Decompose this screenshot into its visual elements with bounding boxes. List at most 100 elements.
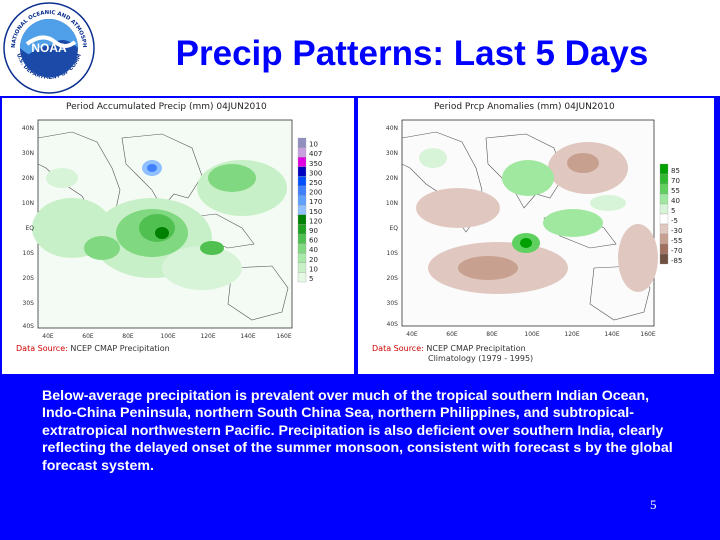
legend-label: 250 [309, 179, 322, 187]
legend-label: 60 [309, 237, 318, 245]
lat-label: 10S [387, 250, 399, 257]
legend-label: -30 [671, 227, 682, 235]
legend-label: 120 [309, 217, 322, 225]
legend-label: -55 [671, 237, 682, 245]
legend-swatch [297, 137, 307, 148]
lat-label: 30N [386, 150, 398, 157]
lon-label: 80E [486, 331, 498, 338]
lon-label: 60E [446, 331, 458, 338]
lat-label: 20N [22, 175, 34, 182]
map-right-figure: 40N 30N 20N 10N EQ 10S 20S 30S 40S 40E 6… [386, 119, 682, 338]
legend-swatch [297, 233, 307, 244]
legend-swatch [659, 253, 669, 265]
legend-swatch [297, 157, 307, 167]
legend-label: 10 [309, 141, 318, 149]
lon-label: 140E [604, 331, 619, 338]
slide-header: NATIONAL OCEANIC AND ATMOSPHERIC ADMINIS… [0, 0, 720, 96]
lat-label: 30S [387, 300, 399, 307]
legend-swatch [297, 185, 307, 196]
lat-label: EQ [389, 225, 398, 232]
lon-label: 40E [42, 333, 54, 340]
legend-swatch [659, 183, 669, 195]
lat-label: 30S [23, 300, 35, 307]
map-right-title: Period Prcp Anomalies (mm) 04JUN2010 [434, 102, 615, 112]
legend-label: 55 [671, 187, 680, 195]
lat-label: 20N [386, 175, 398, 182]
lon-label: 80E [122, 333, 134, 340]
lat-label: 40N [22, 125, 34, 132]
lat-label: 30N [22, 150, 34, 157]
legend-swatch [659, 243, 669, 255]
lat-label: 20S [23, 275, 35, 282]
legend-label: -70 [671, 247, 682, 255]
legend-swatch [297, 243, 307, 254]
map-left-figure: 40N 30N 20N 10N EQ 10S 20S 30S 40S 40E 6… [22, 119, 322, 340]
legend-label: 200 [309, 189, 322, 197]
legend-swatch [297, 214, 307, 225]
lon-label: 160E [276, 333, 291, 340]
legend-label: -5 [671, 217, 678, 225]
lon-label: 160E [640, 331, 655, 338]
legend-swatch [297, 272, 307, 283]
legend-swatch [297, 195, 307, 206]
lat-label: 10N [22, 200, 34, 207]
slide-description: Below-average precipitation is prevalent… [42, 388, 673, 474]
legend-label: -85 [671, 257, 682, 265]
legend-label: 150 [309, 208, 322, 216]
lon-label: 60E [82, 333, 94, 340]
lat-label: 40S [387, 321, 399, 328]
legend-swatch [297, 224, 307, 235]
legend-label: 170 [309, 198, 322, 206]
lon-label: 120E [200, 333, 215, 340]
legend-swatch [659, 213, 669, 225]
page-number: 5 [650, 497, 657, 512]
map-left-source-label: Data Source: [16, 344, 68, 353]
precip-anomaly-map: Period Prcp Anomalies (mm) 04JUN2010 40N… [358, 98, 714, 374]
legend-swatch [297, 147, 307, 158]
map-right-lon-labels: 40E 60E 80E 100E 120E 140E 160E [406, 331, 656, 338]
map-left-lon-labels: 40E 60E 80E 100E 120E 140E 160E [42, 333, 292, 340]
legend-swatch [659, 223, 669, 235]
legend-label: 40 [671, 197, 680, 205]
legend-swatch [297, 262, 307, 273]
legend-label: 20 [309, 256, 318, 264]
legend-swatch [659, 203, 669, 215]
lat-label: 20S [387, 275, 399, 282]
legend-swatch [659, 163, 669, 175]
legend-label: 5 [309, 275, 313, 283]
lon-label: 40E [406, 331, 418, 338]
legend-label: 10 [309, 265, 318, 273]
lat-label: EQ [25, 225, 34, 232]
legend-swatch [297, 166, 307, 177]
legend-label: 85 [671, 167, 680, 175]
legend-label: 407 [309, 150, 322, 158]
lon-label: 140E [240, 333, 255, 340]
legend-swatch [659, 173, 669, 185]
slide-title: Precip Patterns: Last 5 Days [175, 34, 649, 73]
precip-accumulated-map: Period Accumulated Precip (mm) 04JUN2010… [2, 98, 354, 374]
lon-label: 100E [160, 333, 175, 340]
legend-label: 300 [309, 169, 322, 177]
map-right-legend: 85 70 55 40 5 -5 -30 -55 -70 -85 [659, 163, 682, 265]
map-left-lat-labels: 40N 30N 20N 10N EQ 10S 20S 30S 40S [22, 125, 34, 330]
legend-label: 5 [671, 207, 675, 215]
legend-label: 40 [309, 246, 318, 254]
map-right-lat-labels: 40N 30N 20N 10N EQ 10S 20S 30S 40S [386, 125, 398, 328]
legend-swatch [659, 193, 669, 205]
legend-label: 350 [309, 160, 322, 168]
legend-swatch [659, 233, 669, 245]
lon-label: 100E [524, 331, 539, 338]
noaa-logo: NATIONAL OCEANIC AND ATMOSPHERIC ADMINIS… [3, 2, 95, 94]
legend-label: 90 [309, 227, 318, 235]
lat-label: 40S [23, 323, 35, 330]
lat-label: 10N [386, 200, 398, 207]
map-left-source: Data Source: NCEP CMAP Precipitation [16, 344, 170, 353]
lon-label: 120E [564, 331, 579, 338]
lat-label: 40N [386, 125, 398, 132]
lat-label: 10S [23, 250, 35, 257]
legend-label: 70 [671, 177, 680, 185]
logo-name: NOAA [31, 41, 67, 55]
legend-swatch [297, 176, 307, 187]
map-right-source-label: Data Source: [372, 344, 424, 353]
map-right-source-text: NCEP CMAP Precipitation [426, 344, 526, 353]
